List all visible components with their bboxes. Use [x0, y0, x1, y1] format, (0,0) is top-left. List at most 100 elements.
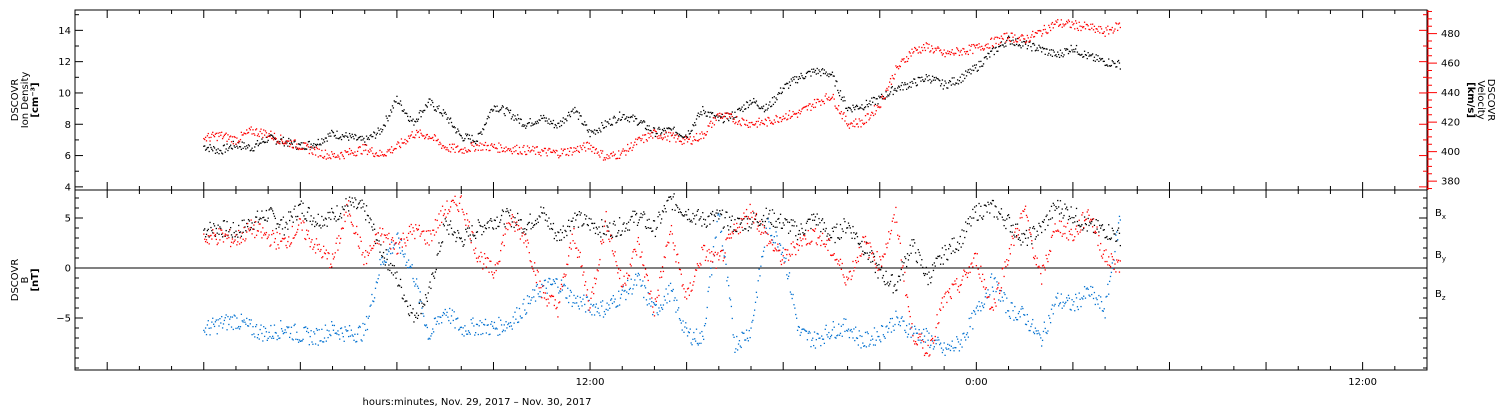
data-point [271, 137, 273, 140]
data-point [423, 303, 425, 305]
data-point [401, 246, 403, 248]
data-point [411, 312, 413, 314]
data-point [213, 325, 216, 328]
data-point [213, 235, 216, 237]
data-point [822, 228, 825, 230]
data-point [993, 216, 995, 218]
data-point [564, 284, 566, 287]
data-point [415, 228, 418, 230]
data-point [224, 317, 226, 319]
data-point [210, 136, 212, 139]
data-point [658, 135, 660, 137]
data-point [221, 315, 223, 318]
data-point [460, 195, 462, 197]
data-point [288, 140, 290, 142]
data-point [1049, 49, 1051, 51]
data-point [979, 46, 981, 48]
data-point [657, 289, 659, 291]
data-point [1117, 222, 1120, 224]
data-point [904, 82, 906, 84]
data-point [729, 113, 732, 115]
data-point [626, 272, 628, 274]
data-point [724, 115, 726, 118]
data-point [404, 138, 406, 141]
data-point [211, 230, 213, 232]
data-point [525, 125, 528, 127]
data-point [971, 312, 973, 315]
data-point [331, 129, 333, 132]
data-point [245, 133, 247, 135]
data-point [841, 96, 843, 99]
data-point [801, 227, 803, 230]
data-point [589, 229, 591, 231]
data-point [298, 203, 301, 206]
data-point [1057, 305, 1060, 307]
data-point [348, 213, 351, 215]
data-point [887, 94, 889, 96]
data-point [1091, 53, 1094, 55]
data-point [560, 124, 563, 127]
data-point [762, 255, 764, 258]
data-point [311, 147, 313, 149]
data-point [384, 264, 386, 266]
data-point [1078, 224, 1080, 226]
data-point [492, 327, 495, 329]
data-point [318, 148, 320, 150]
data-point [780, 120, 783, 123]
data-point [1017, 37, 1020, 40]
data-point [367, 215, 369, 217]
data-point [808, 103, 810, 105]
data-point [455, 318, 457, 320]
data-point [402, 142, 404, 144]
data-point [525, 240, 527, 242]
data-point [703, 109, 705, 112]
data-point [945, 52, 947, 54]
data-point [938, 79, 940, 81]
data-point [669, 282, 672, 285]
data-point [1021, 34, 1023, 36]
data-point [1091, 286, 1094, 288]
data-point [868, 345, 870, 347]
data-point [335, 156, 337, 158]
data-point [331, 211, 334, 213]
data-point [908, 254, 910, 257]
data-point [326, 329, 328, 331]
data-point [554, 123, 556, 126]
data-point [535, 281, 538, 284]
data-point [556, 239, 558, 242]
data-point [203, 229, 205, 231]
data-point [232, 140, 234, 143]
data-point [612, 294, 614, 297]
data-point [727, 237, 729, 239]
data-point [447, 212, 449, 215]
data-point [622, 114, 624, 116]
data-point [322, 225, 324, 227]
data-point [1018, 44, 1020, 46]
data-point [576, 149, 578, 152]
data-point [1003, 33, 1005, 35]
data-point [562, 276, 564, 278]
data-point [261, 138, 263, 140]
data-point [506, 149, 508, 152]
data-point [575, 297, 577, 299]
data-point [618, 268, 620, 270]
data-point [499, 260, 501, 262]
data-point [1100, 28, 1103, 30]
data-point [1106, 29, 1108, 31]
data-point [517, 212, 519, 215]
data-point [357, 203, 360, 205]
data-point [263, 326, 265, 328]
data-point [325, 158, 327, 160]
data-point [676, 205, 678, 207]
data-point [711, 251, 713, 253]
data-point [238, 140, 241, 143]
data-point [522, 228, 524, 230]
data-point [560, 279, 563, 281]
data-point [672, 242, 674, 244]
data-point [585, 124, 588, 126]
data-point [838, 323, 840, 325]
data-point [785, 83, 787, 85]
data-point [567, 219, 570, 221]
data-point [879, 269, 881, 271]
data-point [406, 112, 408, 115]
